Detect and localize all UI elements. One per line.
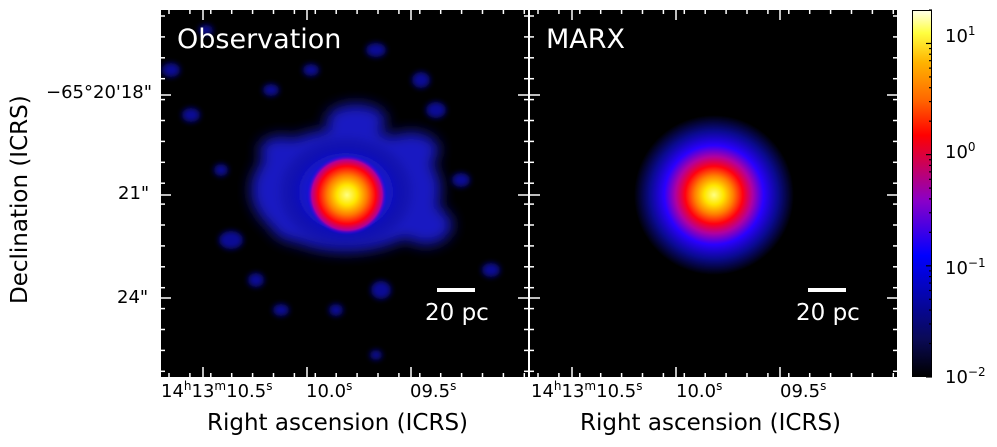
colorbar: [912, 10, 932, 377]
colorbar-tick-label: 10−1: [945, 256, 986, 279]
x-tick-label: 09.5s: [410, 379, 457, 402]
x-tick-label: 14h13m10.5s: [161, 379, 273, 402]
x-tick-label: 10.0s: [306, 379, 353, 402]
y-tick-label: 24": [117, 287, 149, 308]
marx-image: [530, 10, 897, 377]
marx-scalebar: [808, 288, 846, 292]
colorbar-tick-label: 101: [945, 24, 976, 47]
y-axis-label: Declination (ICRS): [7, 95, 33, 304]
x-tick-label: 14h13m10.5s: [531, 379, 643, 402]
observation-scalebar: [437, 288, 475, 292]
x-tick-label: 10.0s: [676, 379, 723, 402]
colorbar-tick-label: 10−2: [945, 365, 986, 388]
observation-panel: Observation 20 pc: [161, 10, 528, 377]
y-tick-label: −65°20'18": [46, 82, 153, 103]
observation-scalebar-label: 20 pc: [425, 300, 489, 326]
colorbar-tick-label: 100: [945, 140, 976, 163]
observation-image: [161, 10, 528, 377]
x-tick-label: 09.5s: [780, 379, 827, 402]
marx-title: MARX: [546, 24, 626, 55]
x-axis-label: Right ascension (ICRS): [207, 410, 469, 436]
marx-scalebar-label: 20 pc: [796, 300, 860, 326]
marx-panel: MARX 20 pc: [530, 10, 897, 377]
observation-title: Observation: [177, 24, 342, 55]
x-axis-label: Right ascension (ICRS): [580, 410, 842, 436]
y-tick-label: 21": [118, 183, 150, 204]
